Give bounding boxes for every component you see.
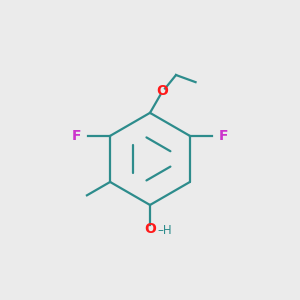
Text: O: O [157,84,169,98]
Text: –H: –H [158,224,172,237]
Text: O: O [144,222,156,236]
Text: F: F [219,129,229,143]
Text: F: F [71,129,81,143]
